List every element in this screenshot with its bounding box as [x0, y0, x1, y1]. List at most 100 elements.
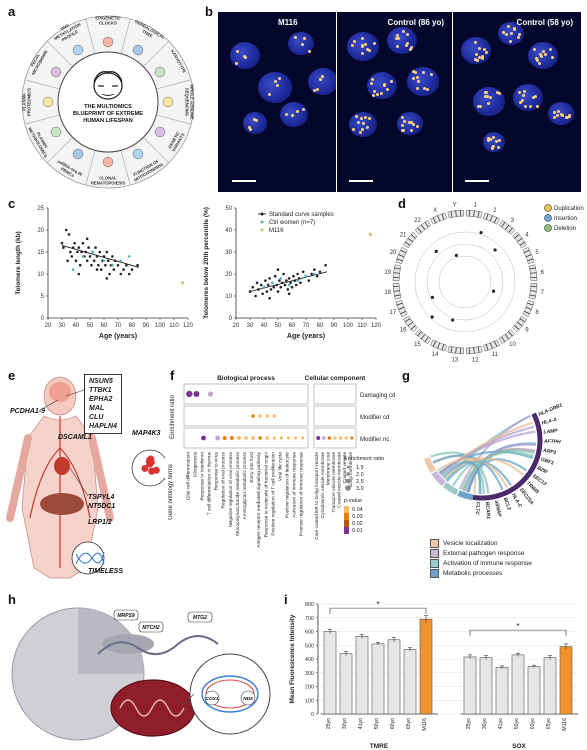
heart — [54, 457, 70, 475]
legend-text: Duplication — [554, 206, 584, 212]
enrichment-dot — [258, 414, 262, 418]
wheel-segment-text: CLOCKS — [99, 21, 117, 26]
chromosome-stripe — [417, 227, 422, 233]
chromosome-stripe — [424, 221, 429, 228]
telomere-foci — [411, 70, 415, 74]
wheel-divider — [24, 79, 60, 90]
data-point — [255, 281, 259, 285]
chromosome-stripe — [517, 237, 523, 243]
chromosome-label: 22 — [414, 218, 421, 224]
data-point — [313, 272, 316, 276]
dna-helix — [75, 551, 105, 565]
chromosome-stripe — [525, 306, 532, 310]
x-tick-label: 40 — [261, 323, 268, 329]
telomere-foci — [242, 54, 246, 58]
telomere-foci — [504, 33, 508, 37]
telomere-foci — [479, 105, 483, 109]
telomere-foci — [268, 92, 272, 96]
x-tick-label: 60 — [101, 323, 108, 329]
telomere-foci — [492, 136, 496, 140]
cell-nucleus — [461, 37, 491, 64]
x-tick-label: 41yo — [358, 718, 364, 729]
data-point — [85, 237, 89, 241]
x-axis-label: Age (years) — [287, 333, 325, 340]
mitochondrion — [110, 679, 196, 737]
wheel-center — [57, 51, 159, 153]
telomere-foci — [483, 47, 487, 51]
x-tick-label: 70 — [303, 323, 310, 329]
x-tick-label: 25yo — [466, 718, 472, 729]
significance-bracket — [469, 629, 567, 637]
telomere-foci — [415, 76, 419, 80]
chromosome-stripe — [530, 290, 537, 292]
facet-cell — [183, 383, 309, 405]
track-ring — [438, 255, 492, 309]
y-tick-label: 200 — [305, 685, 314, 691]
data-point — [290, 285, 294, 289]
size-legend-text: 3.0 — [356, 486, 364, 492]
telomere-foci — [361, 122, 365, 126]
chromosome-stripe — [530, 272, 537, 274]
x-tick-label: 65yo — [546, 718, 552, 729]
cell-nucleus — [288, 32, 314, 56]
data-point — [88, 255, 92, 258]
y-tick-label: 0 — [229, 316, 233, 322]
track-ring — [414, 231, 516, 333]
mtdna-ring — [201, 675, 259, 713]
chromosome-stripe — [420, 224, 426, 230]
data-point — [64, 228, 68, 232]
telomere-foci — [403, 119, 407, 123]
telomere-foci — [485, 50, 489, 54]
telomere-foci — [415, 87, 419, 91]
cell-nucleus — [397, 112, 423, 136]
chromosome-label: 9 — [525, 327, 529, 333]
legend-swatch — [430, 548, 439, 558]
mfi-bar-chart: 0 100 200 300 400 500 600 700 800 Mean Fluorescen… — [289, 600, 578, 750]
telomere-foci — [478, 47, 482, 51]
chromosome-stripe — [404, 241, 411, 246]
data-point — [119, 272, 123, 276]
size-legend-dot — [345, 478, 351, 484]
gene-label: HAPLN4 — [89, 423, 118, 430]
chromosome-label: 14 — [432, 352, 439, 358]
telomere-foci — [553, 115, 557, 119]
chromosome-stripe — [437, 215, 441, 222]
chord-ribbon — [442, 461, 482, 495]
data-point — [105, 277, 109, 280]
chromosome-stripe — [396, 302, 403, 306]
chromosome-label: 18 — [384, 290, 391, 296]
variant-marker — [454, 253, 458, 257]
chromosome-stripe — [514, 234, 520, 239]
go-term-label: Positive regulation of T cell proliferat… — [270, 452, 276, 536]
y-tick-label: 600 — [305, 630, 314, 636]
gene-lrp12: LRP1/2 — [88, 519, 112, 526]
telomere-foci — [486, 139, 490, 143]
telomere-foci — [532, 48, 536, 52]
size-legend-title: Enrichment ratio — [344, 456, 384, 462]
go-term-label: Coated vesicle — [342, 452, 348, 484]
y-axis-label: Telomere length (kb) — [15, 231, 22, 294]
microscopy-label: M116 — [278, 18, 298, 27]
data-point — [279, 285, 283, 289]
telomere-foci — [366, 48, 370, 52]
wheel-segment-text: PBMCs — [60, 166, 76, 178]
facet-row-label: Damaging cd — [360, 393, 395, 399]
data-point — [78, 263, 82, 267]
wheel-segment-icon — [42, 96, 54, 108]
go-term-label: Positive regulation of immune response — [299, 452, 305, 536]
panel-letter-g: g — [402, 368, 410, 383]
x-tick-label: 20 — [233, 323, 240, 329]
y-tick-label: 400 — [305, 657, 314, 663]
chromosome-stripe — [519, 318, 526, 323]
data-point — [69, 250, 72, 254]
telomere-foci — [474, 53, 478, 57]
chromosome-label: 6 — [541, 270, 545, 276]
gene-label: EPHA2 — [89, 396, 113, 403]
data-point — [262, 285, 266, 289]
telomere-foci — [400, 124, 404, 128]
chromosome-stripe — [508, 227, 513, 233]
telomere-foci — [528, 105, 532, 109]
chromosome-label: 11 — [492, 352, 499, 358]
